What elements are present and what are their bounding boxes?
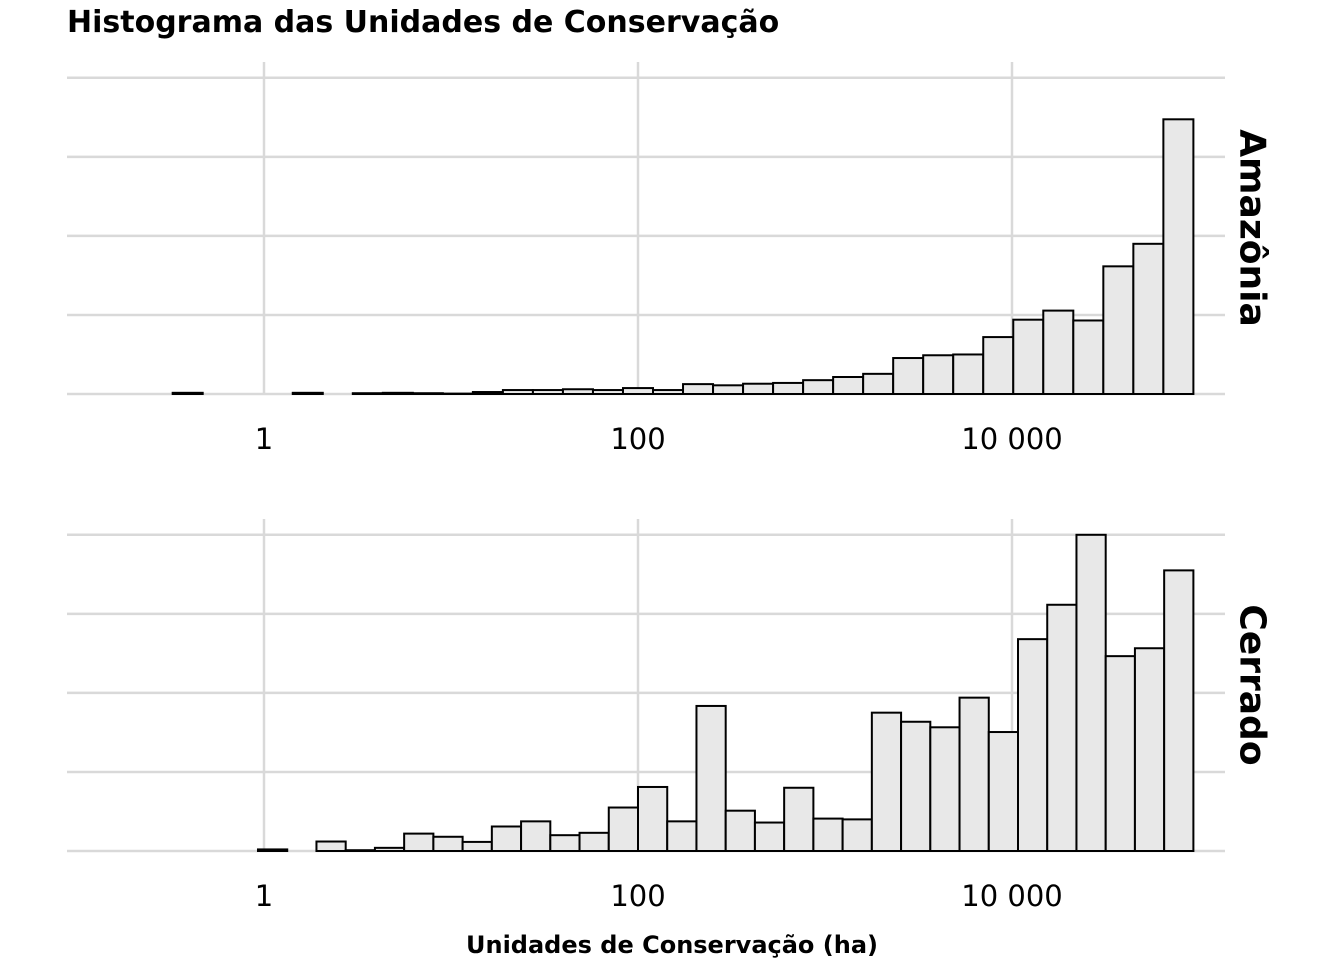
bar-1-15: [520, 820, 552, 852]
bar-1-17: [578, 831, 610, 852]
bar-1-34: [1075, 533, 1107, 852]
bar-1-25: [812, 817, 844, 852]
bar-1-28: [900, 720, 932, 852]
bar-0-36: [1162, 118, 1195, 396]
bar-0-20: [682, 383, 715, 396]
bar-1-6: [256, 848, 289, 853]
bar-1-22: [724, 809, 756, 853]
bar-0-27: [892, 357, 925, 395]
bar-1-16: [549, 834, 581, 853]
bar-0-14: [501, 389, 534, 395]
bar-0-21: [712, 384, 745, 395]
bar-0-11: [411, 392, 444, 396]
bar-0-31: [1012, 318, 1045, 396]
bar-0-18: [621, 387, 655, 396]
bar-0-22: [742, 382, 775, 396]
bar-1-11: [403, 832, 435, 852]
bar-1-19: [637, 785, 669, 853]
bar-0-30: [982, 336, 1015, 396]
bar-1-29: [929, 726, 961, 852]
bar-1-13: [461, 840, 493, 853]
bar-1-36: [1133, 647, 1166, 852]
bar-1-8: [315, 840, 347, 852]
bar-1-30: [958, 696, 990, 853]
facet-label-1: Cerrado: [1232, 604, 1273, 765]
bar-1-14: [490, 825, 523, 853]
x-tick-label-0-0: 1: [255, 422, 273, 456]
bar-1-32: [1017, 638, 1049, 853]
bar-1-23: [753, 821, 786, 852]
bar-0-9: [351, 392, 384, 396]
bar-0-13: [471, 391, 504, 395]
bar-1-27: [870, 711, 903, 853]
bar-0-34: [1102, 265, 1135, 396]
x-tick-label-0-1: 100: [610, 422, 665, 456]
bar-0-19: [652, 389, 685, 395]
bar-0-7: [291, 391, 324, 396]
bar-0-15: [531, 389, 564, 395]
bar-1-20: [666, 820, 698, 852]
bar-0-23: [772, 381, 805, 395]
bar-0-10: [381, 391, 414, 396]
bar-0-33: [1072, 319, 1105, 395]
bars-layer: [171, 118, 1195, 853]
labels-layer: 1 100 10 000 Amazônia 1 100 10 000 Cerrado: [255, 129, 1273, 913]
chart-title: Histograma das Unidades de Conservação: [67, 5, 780, 40]
bar-1-31: [987, 731, 1020, 852]
bar-1-26: [841, 818, 873, 853]
bar-0-25: [832, 376, 865, 395]
x-tick-label-1-0: 1: [255, 879, 273, 913]
bar-0-32: [1042, 309, 1075, 396]
bar-1-37: [1163, 569, 1195, 853]
x-tick-label-1-1: 100: [610, 879, 665, 913]
facet-label-0: Amazônia: [1232, 129, 1273, 327]
bar-0-17: [591, 389, 624, 395]
bar-0-28: [922, 354, 955, 395]
bar-1-10: [373, 846, 406, 852]
bar-1-12: [432, 835, 464, 852]
x-tick-label-1-2: 10 000: [961, 879, 1062, 913]
x-tick-label-0-2: 10 000: [961, 422, 1062, 456]
bar-1-35: [1104, 655, 1136, 853]
bar-0-3: [171, 391, 204, 396]
bar-0-26: [862, 372, 895, 396]
x-axis-label: Unidades de Conservação (ha): [466, 931, 878, 959]
bar-1-24: [783, 786, 815, 852]
bar-0-35: [1132, 242, 1165, 395]
bar-0-16: [561, 388, 594, 395]
bar-1-18: [607, 806, 639, 852]
bar-1-9: [344, 849, 376, 853]
bar-1-21: [695, 704, 727, 853]
bar-0-29: [952, 353, 985, 396]
bar-0-24: [802, 379, 835, 395]
bar-1-33: [1046, 603, 1078, 852]
